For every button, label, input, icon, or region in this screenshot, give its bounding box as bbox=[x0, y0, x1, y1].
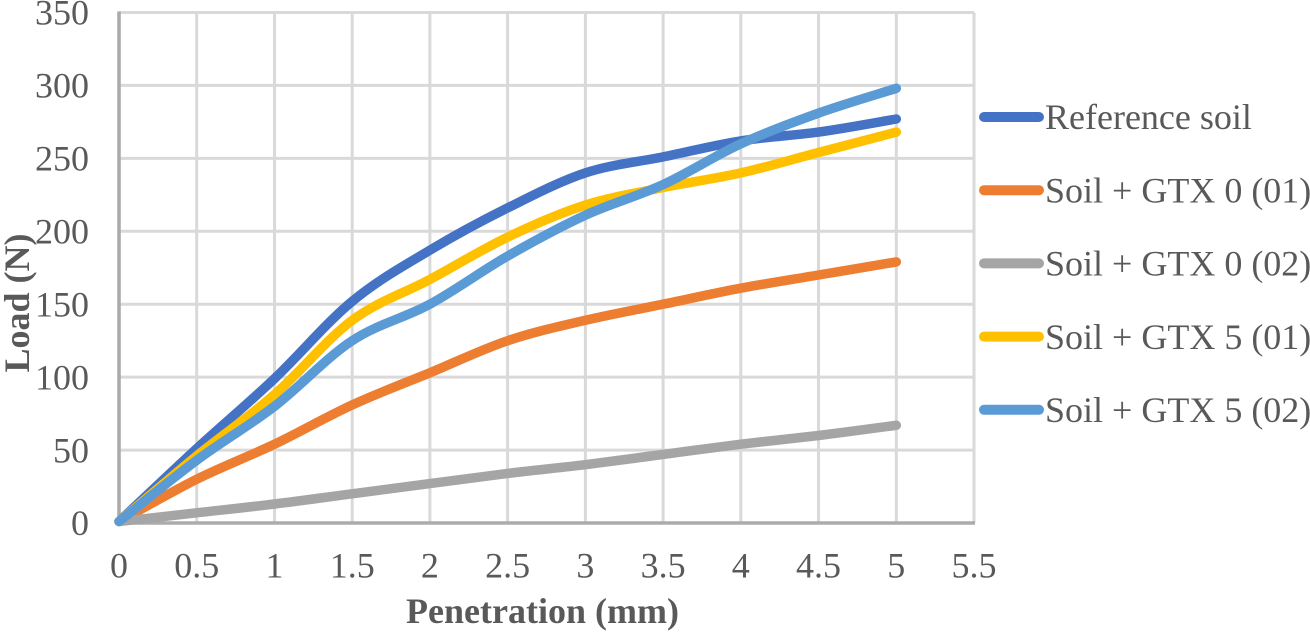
svg-text:Soil + GTX 0 (02): Soil + GTX 0 (02) bbox=[1045, 244, 1310, 284]
svg-text:2.5: 2.5 bbox=[485, 546, 530, 586]
svg-text:250: 250 bbox=[35, 139, 89, 179]
svg-text:3.5: 3.5 bbox=[641, 546, 686, 586]
svg-text:5.5: 5.5 bbox=[952, 546, 997, 586]
svg-text:1: 1 bbox=[266, 546, 284, 586]
svg-text:100: 100 bbox=[35, 357, 89, 397]
svg-text:150: 150 bbox=[35, 284, 89, 324]
svg-text:1.5: 1.5 bbox=[330, 546, 375, 586]
svg-text:4.5: 4.5 bbox=[796, 546, 841, 586]
svg-text:350: 350 bbox=[35, 0, 89, 33]
svg-text:Soil + GTX 5 (02): Soil + GTX 5 (02) bbox=[1045, 390, 1310, 430]
svg-text:2: 2 bbox=[421, 546, 439, 586]
svg-text:0: 0 bbox=[71, 503, 89, 543]
svg-text:Soil + GTX 5 (01): Soil + GTX 5 (01) bbox=[1045, 317, 1310, 357]
svg-text:300: 300 bbox=[35, 66, 89, 106]
svg-text:200: 200 bbox=[35, 212, 89, 252]
svg-text:0.5: 0.5 bbox=[174, 546, 219, 586]
svg-text:Soil + GTX 0 (01): Soil + GTX 0 (01) bbox=[1045, 170, 1310, 210]
svg-text:Penetration (mm): Penetration (mm) bbox=[406, 591, 679, 631]
svg-text:Reference soil: Reference soil bbox=[1045, 97, 1252, 137]
svg-text:50: 50 bbox=[53, 430, 89, 470]
svg-text:3: 3 bbox=[576, 546, 594, 586]
svg-text:Load (N): Load (N) bbox=[0, 233, 37, 372]
svg-text:0: 0 bbox=[110, 546, 128, 586]
svg-text:5: 5 bbox=[887, 546, 905, 586]
svg-text:4: 4 bbox=[732, 546, 750, 586]
